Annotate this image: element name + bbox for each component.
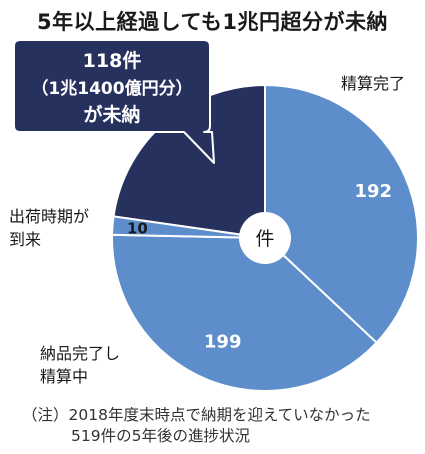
category-label-shukka-line2: 到来 xyxy=(9,230,41,249)
slice-seisan-kanryo xyxy=(264,83,419,345)
center-circle xyxy=(239,212,291,264)
chart-title: 5年以上経過しても1兆円超分が未納 xyxy=(36,10,389,34)
slice-value-labels: 192 199 10 xyxy=(127,181,392,353)
callout-box: 118件 （1兆1400億円分） が未納 xyxy=(13,39,215,164)
footnote-line1: （注）2018年度末時点で納期を迎えていなかった xyxy=(22,406,371,424)
center-unit-label: 件 xyxy=(255,228,274,250)
category-label-shukka-line1: 出荷時期が xyxy=(9,207,89,226)
slice-category-labels: 精算完了 納品完了し 精算中 出荷時期が 到来 xyxy=(9,74,405,386)
footnote: （注）2018年度末時点で納期を迎えていなかった 519件の5年後の進捗状況 xyxy=(22,405,422,447)
category-label-nohin-kanryo-line1: 納品完了し xyxy=(40,344,120,363)
category-label-nohin-kanryo-line2: 精算中 xyxy=(40,367,88,386)
slice-nohin-kanryo xyxy=(111,233,378,392)
pie-slices xyxy=(111,83,419,392)
category-label-seisan-kanryo: 精算完了 xyxy=(341,74,405,93)
footnote-line2: 519件の5年後の進捗状況 xyxy=(71,427,250,445)
value-label-shukka: 10 xyxy=(127,220,148,238)
callout-line3: が未納 xyxy=(83,103,140,126)
value-label-nohin-kanryo: 199 xyxy=(204,332,242,353)
callout-line2: （1兆1400億円分） xyxy=(31,78,192,99)
callout-line1: 118件 xyxy=(83,49,142,72)
value-label-seisan-kanryo: 192 xyxy=(354,181,392,202)
